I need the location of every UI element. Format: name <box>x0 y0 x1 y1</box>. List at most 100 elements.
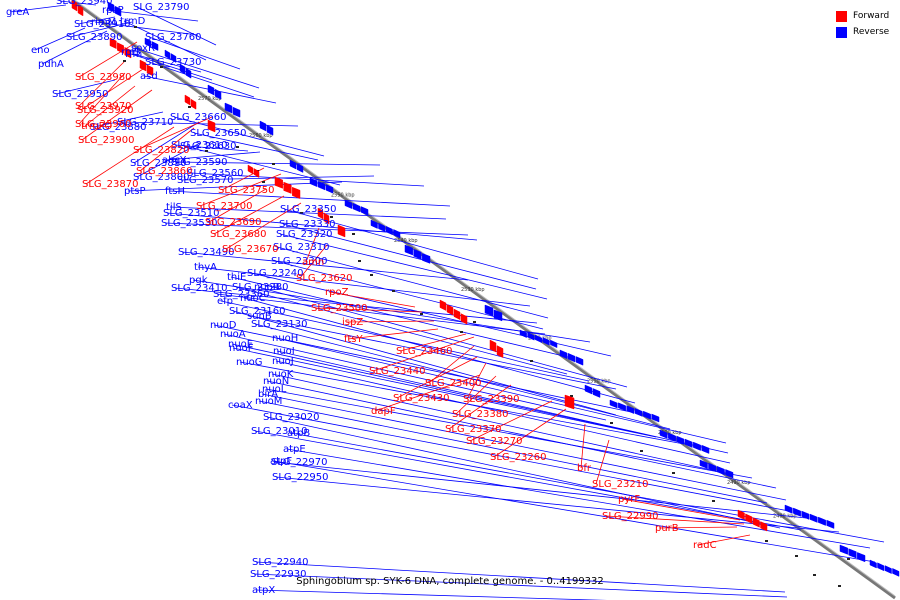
gene-label-slg-23460[interactable]: SLG_23460 <box>396 346 452 357</box>
gene-label-slg-23960[interactable]: SLG_23960 <box>75 119 131 130</box>
gene-label-grea[interactable]: greA <box>6 7 29 18</box>
gene-label-slg-23300[interactable]: SLG_23300 <box>271 256 327 267</box>
gene-label-slg-23370[interactable]: SLG_23370 <box>445 424 501 435</box>
gene-label-efp[interactable]: efp <box>217 296 233 307</box>
gene-label-ffh[interactable]: ffh <box>129 49 142 60</box>
gene-label-slg-22970[interactable]: SLG_22970 <box>271 457 327 468</box>
gene-label-slg-22950[interactable]: SLG_22950 <box>272 472 328 483</box>
gene-label-slg-23260[interactable]: SLG_23260 <box>490 452 546 463</box>
gene-label-slg-23500[interactable]: SLG_23500 <box>311 303 367 314</box>
gene-label-slg-23950[interactable]: SLG_23950 <box>52 89 108 100</box>
gene-label-slg-23310[interactable]: SLG_23310 <box>273 242 329 253</box>
gene-label-nuok[interactable]: nuoK <box>268 369 294 380</box>
gene-label-eno[interactable]: eno <box>31 45 50 56</box>
gene-label-slg-23980[interactable]: SLG_23980 <box>75 72 131 83</box>
gene-label-ftsh[interactable]: ftsH <box>165 186 185 197</box>
gene-label-slg-23890[interactable]: SLG_23890 <box>66 32 122 43</box>
gene-label-slg-23560[interactable]: SLG_23560 <box>187 168 243 179</box>
gene-label-ispz[interactable]: ispZ <box>342 317 363 328</box>
gene-label-slg-23680[interactable]: SLG_23680 <box>210 229 266 240</box>
gene-label-slg-23400[interactable]: SLG_23400 <box>425 378 481 389</box>
gene-label-slg-23810[interactable]: SLG_23810 <box>130 158 186 169</box>
gene-label-slg-23880[interactable]: SLG_23880 <box>90 122 146 133</box>
gene-label-slg-23010[interactable]: SLG_23010 <box>251 426 307 437</box>
gene-label-nuog[interactable]: nuoG <box>236 357 263 368</box>
gene-label-slg-23160[interactable]: SLG_23160 <box>229 306 285 317</box>
gene-label-slg-23330[interactable]: SLG_23330 <box>279 219 335 230</box>
gene-label-slg-23430[interactable]: SLG_23430 <box>393 393 449 404</box>
gene-label-slg-23670[interactable]: SLG_23670 <box>222 244 278 255</box>
gene-label-slg-23660[interactable]: SLG_23660 <box>170 112 226 123</box>
gene-label-pyrf[interactable]: pyrF <box>618 494 640 505</box>
gene-label-bfr[interactable]: bfr <box>577 463 592 474</box>
gene-label-nuom[interactable]: nuoM <box>255 396 282 407</box>
gene-label-thya[interactable]: thyA <box>194 262 217 273</box>
gene-label-slg-23970[interactable]: SLG_23970 <box>75 101 131 112</box>
gene-label-ahcy[interactable]: ahcY <box>162 155 187 166</box>
gene-label-atpf[interactable]: atpF <box>270 456 292 467</box>
gene-label-ftsy[interactable]: ftsY <box>344 334 363 345</box>
gene-label-amn[interactable]: amn <box>302 257 324 268</box>
gene-label-slg-23360[interactable]: SLG_23360 <box>213 289 269 300</box>
gene-label-slg-23910[interactable]: SLG_23910 <box>74 19 130 30</box>
gene-label-slg-23320[interactable]: SLG_23320 <box>276 229 332 240</box>
gene-label-atpb[interactable]: atpB <box>287 428 310 439</box>
gene-label-slg-23690[interactable]: SLG_23690 <box>205 217 261 228</box>
gene-label-purb[interactable]: purB <box>655 523 679 534</box>
gene-label-nuod[interactable]: nuoD <box>210 320 237 331</box>
gene-label-slg-23760[interactable]: SLG_23760 <box>145 32 201 43</box>
gene-label-slg-23790[interactable]: SLG_23790 <box>133 2 189 13</box>
gene-label-nuoh[interactable]: nuoH <box>272 333 298 344</box>
gene-label-rpls[interactable]: rplS <box>121 47 141 58</box>
gene-label-suhb[interactable]: suhB <box>247 311 272 322</box>
gene-label-nuoe[interactable]: nuoE <box>228 339 253 350</box>
gene-label-slg-23650[interactable]: SLG_23650 <box>190 128 246 139</box>
gene-label-nuoc[interactable]: nuoC <box>240 293 266 304</box>
gene-label-slg-23630[interactable]: SLG_23630 <box>180 141 236 152</box>
gene-label-slg-23870[interactable]: SLG_23870 <box>82 179 138 190</box>
gene-label-slg-23570[interactable]: SLG_23570 <box>177 175 233 186</box>
gene-label-slg-23380[interactable]: SLG_23380 <box>452 409 508 420</box>
gene-label-nuoj[interactable]: nuoJ <box>272 356 294 367</box>
gene-label-slg-23410[interactable]: SLG_23410 <box>171 283 227 294</box>
gene-label-nuoa[interactable]: nuoA <box>220 329 246 340</box>
gene-label-atpx[interactable]: atpX <box>252 585 275 596</box>
gene-label-slg-23130[interactable]: SLG_23130 <box>251 319 307 330</box>
gene-label-slg-23800[interactable]: SLG_23800 <box>133 172 189 183</box>
gene-label-thie[interactable]: thiE <box>227 272 246 283</box>
gene-label-trmd[interactable]: trmD <box>120 16 146 27</box>
gene-label-atpe[interactable]: atpE <box>283 444 306 455</box>
gene-label-slg-23730[interactable]: SLG_23730 <box>145 57 201 68</box>
gene-label-slg-23920[interactable]: SLG_23920 <box>77 105 133 116</box>
gene-label-slg-23750[interactable]: SLG_23750 <box>218 185 274 196</box>
gene-label-nuoi[interactable]: nuoI <box>273 346 295 357</box>
gene-label-pdha[interactable]: pdhA <box>38 59 64 70</box>
gene-label-slg-23900[interactable]: SLG_23900 <box>78 135 134 146</box>
gene-label-slg-23020[interactable]: SLG_23020 <box>263 412 319 423</box>
gene-label-slg-23530[interactable]: SLG_23530 <box>161 218 217 229</box>
gene-label-rpsp[interactable]: rpsP <box>102 5 124 16</box>
gene-label-slg-23940[interactable]: SLG_23940 <box>56 0 112 7</box>
gene-label-rpoz[interactable]: rpoZ <box>325 287 349 298</box>
gene-label-tils[interactable]: tilS <box>166 202 182 213</box>
gene-label-slg-22940[interactable]: SLG_22940 <box>252 557 308 568</box>
gene-label-slg-22990[interactable]: SLG_22990 <box>602 511 658 522</box>
gene-label-nuof[interactable]: nuoF <box>229 343 254 354</box>
gene-label-slg-23610[interactable]: SLG_23610 <box>171 140 227 151</box>
gene-label-soxr[interactable]: soxR <box>131 43 155 54</box>
gene-label-trmfo[interactable]: trmFO <box>81 121 112 132</box>
gene-label-slg-23620[interactable]: SLG_23620 <box>296 273 352 284</box>
gene-label-slg-23280[interactable]: SLG_23280 <box>232 282 288 293</box>
gene-label-slg-23710[interactable]: SLG_23710 <box>117 117 173 128</box>
gene-label-slg-23270[interactable]: SLG_23270 <box>466 436 522 447</box>
gene-label-rimm[interactable]: rimM <box>91 17 116 28</box>
gene-label-slg-23390[interactable]: SLG_23390 <box>463 394 519 405</box>
gene-label-slg-23440[interactable]: SLG_23440 <box>369 366 425 377</box>
gene-label-nuon[interactable]: nuoN <box>263 376 289 387</box>
gene-label-slg-23350[interactable]: SLG_23350 <box>280 204 336 215</box>
gene-label-pgk[interactable]: pgk <box>189 275 208 286</box>
gene-label-coax[interactable]: coaX <box>228 400 253 411</box>
gene-label-slg-22930[interactable]: SLG_22930 <box>250 569 306 580</box>
gene-label-dapf[interactable]: dapF <box>371 406 396 417</box>
gene-label-slg-23860[interactable]: SLG_23860 <box>136 166 192 177</box>
